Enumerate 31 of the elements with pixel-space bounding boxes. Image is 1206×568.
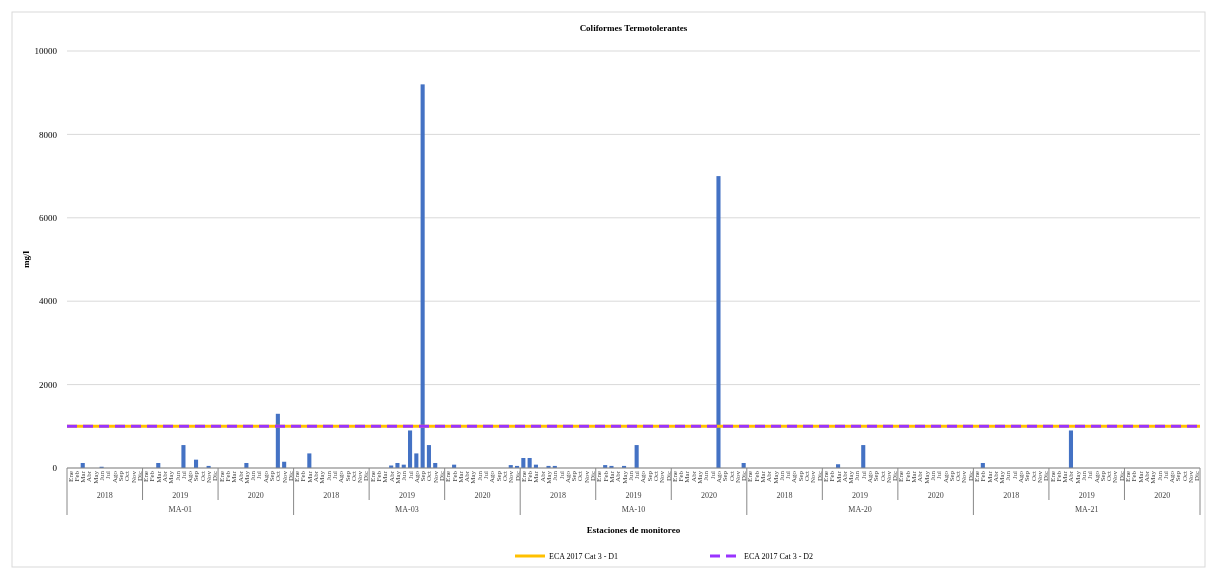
text: 2020 [927, 491, 944, 500]
text: 2019 [852, 491, 869, 500]
y-tick-label: 10000 [34, 46, 58, 57]
text: 2020 [474, 491, 491, 500]
y-tick-label: 6000 [39, 212, 58, 223]
text: 2019 [398, 491, 415, 500]
text: 2018 [323, 491, 340, 500]
text: 2018 [776, 491, 793, 500]
text: MA-01 [168, 505, 193, 514]
y-axis-title: mg/l [21, 250, 31, 268]
y-tick-label: 8000 [39, 129, 58, 140]
text: 2018 [549, 491, 566, 500]
text: MA-21 [1074, 505, 1099, 514]
text: 2019 [625, 491, 642, 500]
text: 2018 [1003, 491, 1020, 500]
y-tick-label: 4000 [39, 296, 58, 307]
legend-label: ECA 2017 Cat 3 - D1 [549, 551, 619, 561]
chart-title: Coliformes Termotolerantes [579, 23, 688, 33]
text: 2019 [1078, 491, 1095, 500]
x-axis-title: Estaciones de monitoreo [586, 525, 681, 535]
y-tick-label: 2000 [39, 379, 58, 390]
text: MA-10 [621, 505, 646, 514]
text: MA-03 [395, 505, 419, 514]
text: 2018 [96, 491, 113, 500]
text: 2020 [247, 491, 264, 500]
text: 2020 [701, 491, 718, 500]
text: 2019 [172, 491, 189, 500]
legend-label: ECA 2017 Cat 3 - D2 [744, 551, 814, 561]
text: MA-20 [848, 505, 872, 514]
y-tick-label: 0 [52, 463, 58, 474]
text: 2020 [1154, 491, 1171, 500]
